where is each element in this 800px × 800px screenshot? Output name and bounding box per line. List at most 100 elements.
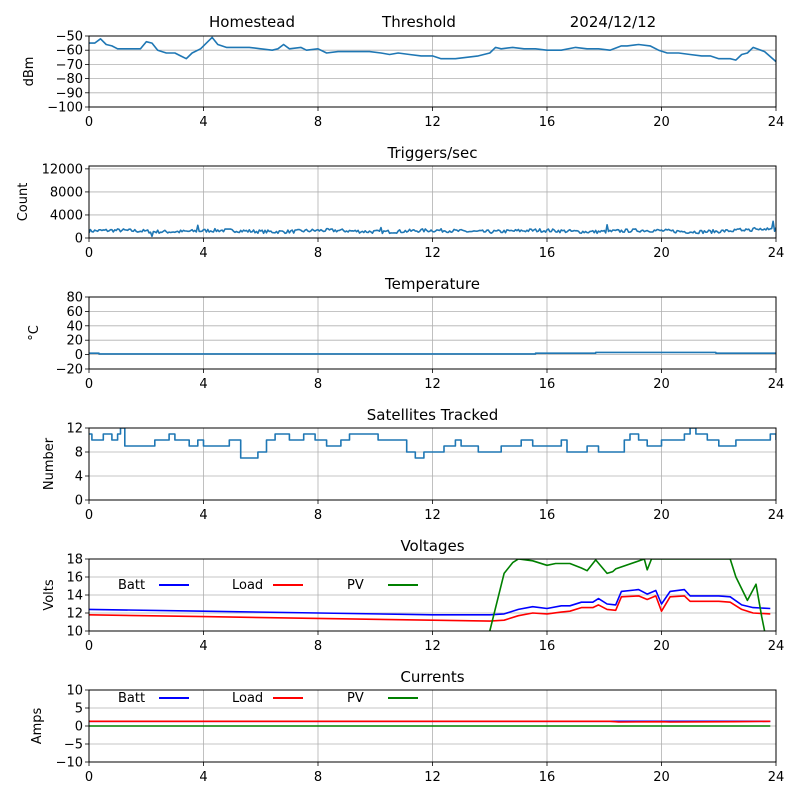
y-tick-label: 14 — [66, 589, 83, 604]
y-tick-label: −20 — [56, 363, 83, 378]
x-tick-label: 4 — [199, 246, 207, 261]
header-date: 2024/12/12 — [570, 13, 656, 31]
x-tick-label: 12 — [424, 246, 441, 261]
series-line-signal — [89, 36, 776, 63]
x-tick-label: 20 — [653, 639, 670, 654]
y-tick-label: 18 — [66, 553, 83, 568]
x-tick-label: 24 — [768, 508, 785, 523]
x-tick-label: 8 — [314, 508, 322, 523]
x-tick-label: 0 — [85, 246, 93, 261]
panel-satellites: 0 4 8 12 16 20 24 12 8 4 0 Number Satellites Tracked — [42, 406, 784, 523]
x-tick-label: 4 — [199, 639, 207, 654]
panel-currents: 0 4 8 12 16 20 24 10 5 0 −5 −10 Amps Currents Batt Load… — [30, 668, 784, 785]
y-tick-label: −90 — [56, 86, 83, 101]
series-line-batt — [89, 588, 771, 616]
x-tick-label: 20 — [653, 770, 670, 785]
x-tick-label: 8 — [314, 246, 322, 261]
x-tick-label: 20 — [653, 115, 670, 130]
legend-label-batt: Batt — [118, 691, 145, 706]
y-tick-label: 10 — [66, 684, 83, 699]
x-tick-label: 8 — [314, 115, 322, 130]
x-tick-label: 20 — [653, 508, 670, 523]
x-tick-label: 12 — [424, 770, 441, 785]
y-tick-label: 12000 — [42, 162, 83, 177]
y-tick-label: 12 — [66, 422, 83, 437]
legend-label-load: Load — [232, 691, 263, 706]
x-tick-label: 8 — [314, 639, 322, 654]
series-line-triggers — [89, 220, 776, 238]
x-tick-label: 4 — [199, 115, 207, 130]
x-tick-label: 16 — [539, 770, 556, 785]
x-tick-label: 0 — [85, 770, 93, 785]
y-axis-label: °C — [27, 325, 42, 341]
y-tick-label: 12 — [66, 607, 83, 622]
y-tick-label: 0 — [75, 232, 83, 247]
chart-title: Satellites Tracked — [367, 406, 498, 424]
y-tick-label: −70 — [56, 58, 83, 73]
y-tick-label: −60 — [56, 44, 83, 59]
y-tick-label: −80 — [56, 72, 83, 87]
y-tick-label: 4 — [75, 470, 83, 485]
header-mode: Threshold — [381, 13, 456, 31]
legend-label-load: Load — [232, 578, 263, 593]
x-tick-label: 12 — [424, 115, 441, 130]
y-axis-label: Number — [42, 437, 57, 490]
y-axis-label: Amps — [30, 707, 45, 744]
y-tick-label: 60 — [66, 305, 83, 320]
x-tick-label: 0 — [85, 377, 93, 392]
y-tick-label: 8000 — [50, 185, 83, 200]
series-line-load — [89, 595, 771, 622]
x-tick-label: 0 — [85, 115, 93, 130]
series-line-temperature — [89, 351, 776, 355]
x-tick-label: 0 — [85, 639, 93, 654]
panel-signal: 0 4 8 12 16 20 24 −50−60−70−80−90−100 dBm — [22, 30, 784, 131]
y-tick-label: 20 — [66, 334, 83, 349]
x-tick-label: 12 — [424, 377, 441, 392]
x-tick-label: 24 — [768, 246, 785, 261]
x-tick-label: 4 — [199, 377, 207, 392]
x-tick-label: 20 — [653, 377, 670, 392]
x-tick-label: 24 — [768, 639, 785, 654]
x-tick-label: 20 — [653, 246, 670, 261]
panel-triggers: 0 4 8 12 16 20 24 0 4000 8000 12000 Count Triggers/s… — [16, 144, 784, 261]
series-line-load — [89, 720, 771, 723]
y-tick-label: 0 — [75, 494, 83, 509]
chart-title: Triggers/sec — [387, 144, 478, 162]
y-tick-label: 0 — [75, 720, 83, 735]
chart-title: Voltages — [400, 537, 464, 555]
y-tick-label: −100 — [47, 101, 83, 116]
chart-title: Currents — [400, 668, 464, 686]
y-tick-label: 8 — [75, 446, 83, 461]
x-tick-label: 8 — [314, 770, 322, 785]
legend-label-batt: Batt — [118, 578, 145, 593]
panel-voltages: 0 4 8 12 16 20 24 18 16 14 12 10 Volts Voltages Batt Lo… — [42, 537, 784, 654]
y-tick-label: 80 — [66, 291, 83, 306]
y-axis-label: dBm — [22, 57, 37, 87]
y-tick-label: 10 — [66, 625, 83, 640]
y-axis-label: Volts — [42, 579, 57, 611]
y-tick-label: 0 — [75, 348, 83, 363]
legend-label-pv: PV — [347, 691, 364, 706]
x-tick-label: 24 — [768, 115, 785, 130]
y-axis-label: Count — [16, 183, 31, 222]
x-tick-label: 24 — [768, 770, 785, 785]
y-tick-label: −5 — [64, 738, 83, 753]
x-tick-label: 24 — [768, 377, 785, 392]
series-line-satellites — [89, 428, 776, 459]
header-site: Homestead — [209, 13, 295, 31]
y-tick-label: −10 — [56, 756, 83, 771]
y-tick-label: 40 — [66, 319, 83, 334]
y-tick-label: −50 — [56, 30, 83, 45]
series-line-pv — [489, 559, 766, 631]
legend-label-pv: PV — [347, 578, 364, 593]
x-tick-label: 16 — [539, 115, 556, 130]
x-tick-label: 12 — [424, 508, 441, 523]
x-tick-label: 16 — [539, 246, 556, 261]
x-tick-label: 8 — [314, 377, 322, 392]
y-tick-label: 16 — [66, 571, 83, 586]
x-tick-label: 16 — [539, 377, 556, 392]
x-tick-label: 16 — [539, 508, 556, 523]
x-tick-label: 0 — [85, 508, 93, 523]
